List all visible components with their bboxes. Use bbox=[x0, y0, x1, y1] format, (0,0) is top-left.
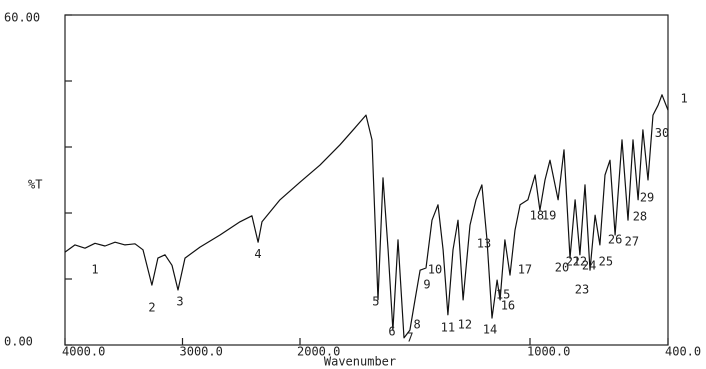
peak-label: 25 bbox=[599, 254, 613, 268]
peak-label: 24 bbox=[582, 258, 596, 272]
peak-label: 7 bbox=[406, 330, 413, 344]
peak-label: 26 bbox=[608, 232, 622, 246]
peak-label: 14 bbox=[483, 323, 497, 337]
peak-label: 15 bbox=[496, 287, 510, 301]
peak-label: 23 bbox=[575, 283, 589, 297]
peak-label: 1 bbox=[680, 92, 687, 106]
peak-label: 9 bbox=[423, 278, 430, 292]
peak-label: 30 bbox=[655, 126, 669, 140]
peak-label: 1 bbox=[91, 263, 98, 277]
peak-label: 3 bbox=[176, 295, 183, 309]
peak-label: 13 bbox=[477, 236, 491, 250]
peak-label: 12 bbox=[458, 318, 472, 332]
x-tick-label: 400.0 bbox=[665, 345, 701, 359]
peak-label: 29 bbox=[640, 191, 654, 205]
peak-label: 20 bbox=[555, 261, 569, 275]
spectrum-line bbox=[64, 94, 669, 339]
x-tick-label: 2000.0 bbox=[297, 345, 340, 359]
x-tick-label: 3000.0 bbox=[180, 345, 223, 359]
peak-label: 11 bbox=[441, 320, 455, 334]
x-axis-label: Wavenumber bbox=[324, 355, 396, 369]
peak-label: 2 bbox=[148, 301, 155, 315]
peak-label: 17 bbox=[518, 263, 532, 277]
y-tick-label: 0.00 bbox=[4, 335, 33, 349]
peak-label: 21 bbox=[566, 254, 580, 268]
x-tick-label: 1000.0 bbox=[527, 345, 570, 359]
y-axis-label: %T bbox=[28, 178, 42, 192]
peak-label: 19 bbox=[542, 208, 556, 222]
peak-label: 18 bbox=[530, 208, 544, 222]
peak-label: 22 bbox=[573, 254, 587, 268]
peak-label: 10 bbox=[428, 263, 442, 277]
plot-frame bbox=[64, 14, 669, 346]
x-tick-label: 4000.0 bbox=[62, 345, 105, 359]
peak-label: 8 bbox=[413, 318, 420, 332]
peak-label: 28 bbox=[633, 209, 647, 223]
peak-label: 27 bbox=[625, 235, 639, 249]
peak-label: 16 bbox=[501, 298, 515, 312]
y-tick-label: 60.00 bbox=[4, 11, 40, 25]
peak-label: 5 bbox=[372, 295, 379, 309]
peak-label: 6 bbox=[388, 324, 395, 338]
peak-label: 4 bbox=[254, 247, 261, 261]
